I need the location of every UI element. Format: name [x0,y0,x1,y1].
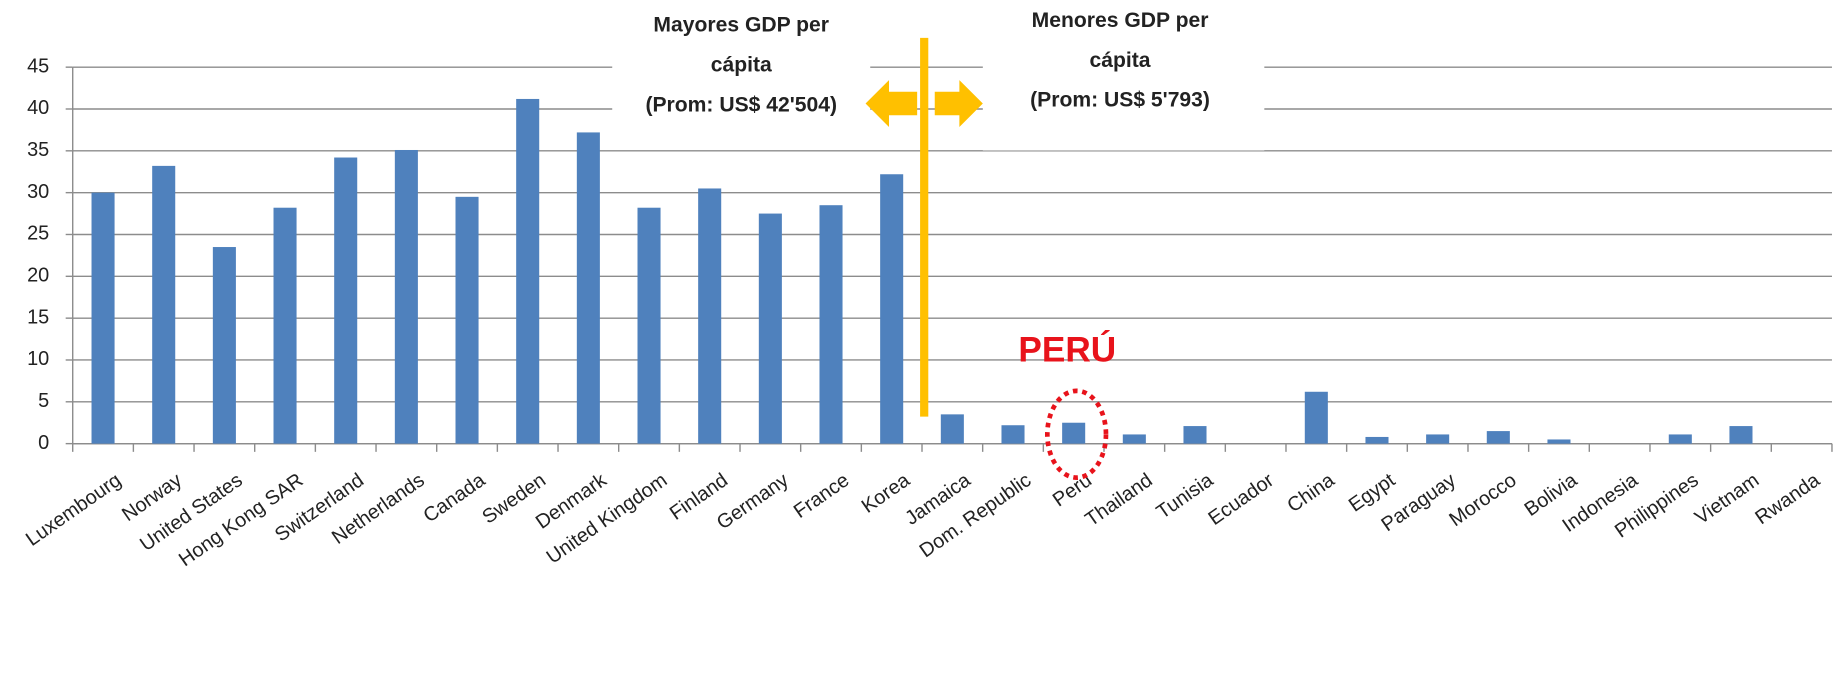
bar [698,188,722,444]
y-tick-label: 15 [27,306,49,328]
bar [455,196,479,444]
x-tick-label: Canada [420,469,491,528]
annotation: PERÚ [1018,329,1116,369]
y-tick-label: 25 [27,223,49,245]
y-tick-label: 40 [27,97,49,119]
bar [1183,426,1207,444]
y-tick-label: 35 [27,139,49,161]
y-tick-label: 20 [27,265,49,287]
bar [758,213,782,444]
annotation: (Prom: US$ 5'793) [1030,89,1210,112]
bar [1365,436,1389,444]
highlight-ellipse [1044,388,1109,480]
x-tick-label: Thailand [1081,469,1156,531]
x-tick-label: Rwanda [1751,469,1824,529]
arrow-right [934,80,983,127]
x-tick-label: Luxembourg [22,469,125,551]
y-tick-label: 30 [27,181,49,203]
bar [1729,426,1753,444]
bar [1486,431,1510,444]
bar [1668,434,1692,444]
annotation: (Prom: US$ 42'504) [645,93,837,116]
bar [576,132,600,444]
x-tick-label: Morocco [1445,469,1520,531]
bar [819,205,843,444]
x-tick-label: France [790,469,853,523]
bar [1304,391,1328,444]
bar [637,207,661,444]
annotation: Mayores GDP per [653,14,829,37]
annotation-box [612,0,871,139]
annotation-box [982,0,1265,151]
bar [273,207,297,444]
bar [880,174,904,444]
bar [212,247,236,444]
bar [1001,425,1025,444]
arrow-left [865,80,918,127]
x-tick-label: Peru [1049,469,1096,511]
bar [1426,434,1450,444]
bar [334,157,358,444]
x-tick-label: Vietnam [1691,469,1763,529]
bar [152,165,176,444]
y-tick-label: 0 [38,432,49,454]
bar [1547,439,1571,444]
bar [394,149,418,444]
annotation: cápita [1090,49,1151,72]
x-tick-label: China [1283,469,1339,517]
y-tick-label: 10 [27,348,49,370]
bar [516,98,540,444]
annotation: Menores GDP per [1032,9,1209,32]
bar [1062,422,1086,444]
x-tick-label: Ecuador [1205,469,1279,530]
bar [940,414,964,444]
y-tick-label: 5 [38,390,49,412]
bar [1122,434,1146,444]
y-tick-label: 45 [27,55,49,77]
bar [91,192,115,444]
annotation: cápita [711,54,772,77]
